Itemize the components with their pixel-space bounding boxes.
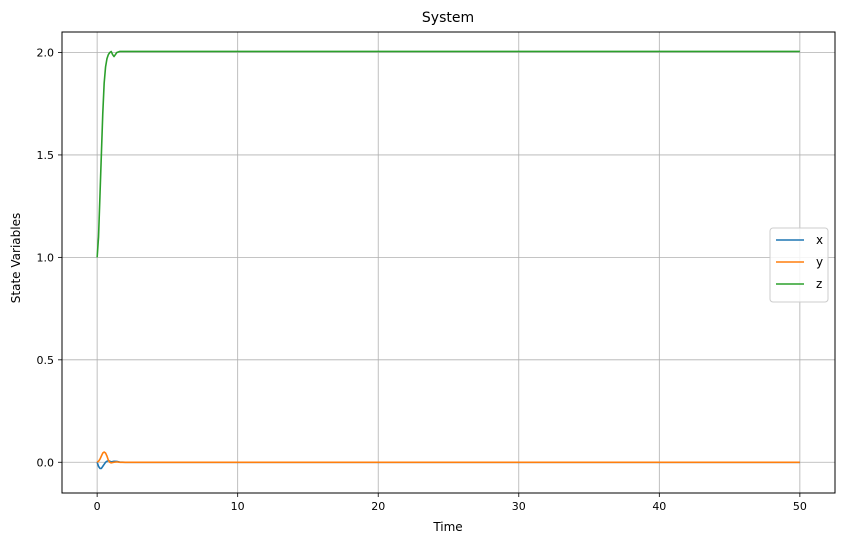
legend: xyz (769, 227, 829, 303)
x-axis-label: Time (432, 520, 462, 534)
x-tick-label: 50 (793, 500, 807, 513)
series-line-z (96, 50, 800, 258)
legend-label-x: x (816, 233, 823, 247)
y-tick-label: 1.5 (37, 149, 55, 162)
series-line-y (96, 451, 800, 464)
legend-label-y: y (816, 255, 823, 269)
y-tick-label: 0.5 (37, 354, 55, 367)
x-tick-label: 20 (371, 500, 385, 513)
x-tick-label: 30 (512, 500, 526, 513)
y-tick-label: 1.0 (37, 251, 55, 264)
plot-frame (61, 31, 836, 494)
series-lines (96, 50, 800, 470)
x-tick-label: 10 (231, 500, 245, 513)
x-tick-label: 40 (652, 500, 666, 513)
y-axis-label: State Variables (9, 213, 23, 303)
chart-title: System (422, 10, 474, 26)
y-tick-label: 0.0 (37, 456, 55, 469)
x-tick-label: 0 (94, 500, 101, 513)
y-axis-ticks: 0.0 0.5 1.0 1.5 2.0 (37, 46, 62, 469)
x-axis-ticks: 0 10 20 30 40 50 (94, 493, 807, 513)
legend-label-z: z (816, 277, 822, 291)
y-tick-label: 2.0 (37, 46, 55, 59)
